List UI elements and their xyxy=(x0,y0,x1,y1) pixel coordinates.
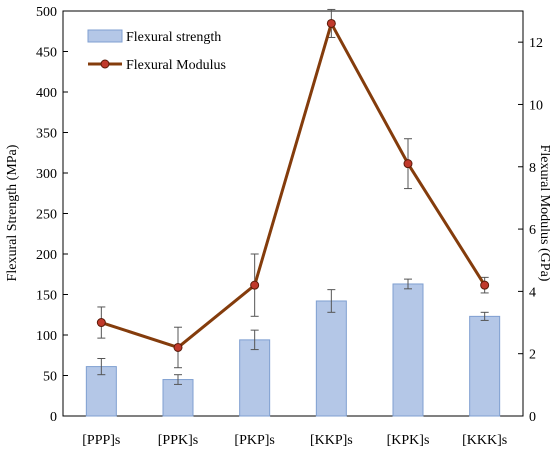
y-tick-label: 50 xyxy=(43,370,57,385)
legend-label-bar: Flexural strength xyxy=(126,30,221,45)
right-axis: 0 2 4 6 8 10 12 xyxy=(518,36,543,425)
legend: Flexural strength Flexural Modulus xyxy=(87,29,226,73)
x-tick-label: [KKP]s xyxy=(310,433,353,448)
bar xyxy=(315,300,347,417)
left-axis: 0 50 100 150 200 250 300 350 400 450 500 xyxy=(36,5,68,425)
x-tick-label: [KKK]s xyxy=(462,433,507,448)
legend-label-line: Flexural Modulus xyxy=(126,58,226,73)
x-tick-label: [KPK]s xyxy=(387,433,430,448)
y2-tick-label: 2 xyxy=(529,348,536,363)
y2-tick-label: 4 xyxy=(529,285,536,300)
y2-tick-label: 0 xyxy=(529,410,536,425)
bar xyxy=(162,379,194,417)
y-tick-label: 250 xyxy=(36,208,57,223)
x-axis: [PPP]s [PPK]s [PKP]s [KKP]s [KPK]s [KKK]s xyxy=(82,433,507,448)
y2-tick-label: 12 xyxy=(529,36,543,51)
line-point xyxy=(250,280,260,290)
line-series xyxy=(96,18,490,352)
y-tick-label: 100 xyxy=(36,329,57,344)
y-axis-title: Flexural Strength (MPa) xyxy=(5,144,20,281)
bar-error-bars xyxy=(97,278,489,385)
legend-swatch-marker xyxy=(100,59,110,69)
line-point xyxy=(173,342,183,352)
line-point xyxy=(326,18,336,28)
y-tick-label: 300 xyxy=(36,167,57,182)
y-tick-label: 450 xyxy=(36,46,57,61)
y2-axis-title: Flexural Modulus (GPa) xyxy=(537,145,550,282)
legend-swatch-bar xyxy=(87,29,123,43)
modulus-line xyxy=(100,21,486,349)
x-tick-label: [PKP]s xyxy=(234,433,274,448)
x-tick-label: [PPK]s xyxy=(158,433,198,448)
line-point xyxy=(96,318,106,328)
bar xyxy=(392,283,424,417)
bar xyxy=(469,315,501,417)
y-tick-label: 500 xyxy=(36,5,57,20)
y-tick-label: 350 xyxy=(36,127,57,142)
line-point xyxy=(480,280,490,290)
bar-series xyxy=(85,283,501,417)
y2-tick-label: 8 xyxy=(529,161,536,176)
y-tick-label: 400 xyxy=(36,86,57,101)
y-tick-label: 200 xyxy=(36,248,57,263)
y2-tick-label: 6 xyxy=(529,223,536,238)
x-tick-label: [PPP]s xyxy=(82,433,120,448)
line-point xyxy=(403,159,413,169)
y2-tick-label: 10 xyxy=(529,98,543,113)
bar xyxy=(239,339,271,417)
y-tick-label: 0 xyxy=(50,410,57,425)
y-tick-label: 150 xyxy=(36,289,57,304)
